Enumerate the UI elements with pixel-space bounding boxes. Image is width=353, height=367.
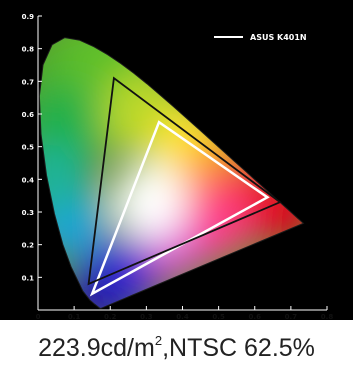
y-tick-label: 0.9 [22,13,35,21]
x-tick-label: 0.7 [285,313,298,320]
x-tick-label: 0.3 [140,313,153,320]
y-tick-label: 0.7 [22,78,35,86]
y-tick-label: 0.1 [22,274,35,282]
legend: ASUS K401N [214,33,307,42]
x-tick-label: 0.8 [321,313,334,320]
x-tick-label: 0.1 [68,313,81,320]
caption-gamut: ,NTSC 62.5% [162,334,315,362]
x-tick-label: 0.6 [249,313,262,320]
legend-label: ASUS K401N [250,33,307,42]
x-tick-label: 0.5 [212,313,225,320]
gamut-triangles [87,76,282,297]
y-tick-label: 0.8 [22,46,35,54]
y-tick-label: 0.6 [22,111,35,119]
x-tick-label: 0.4 [176,313,189,320]
axes: 0 0.1 0.2 0.3 0.4 0.5 0.6 0.7 0.8 0.1 0.2 0.3 0.4 0.5… [22,13,334,320]
cie-chart: 0 0.1 0.2 0.3 0.4 0.5 0.6 0.7 0.8 0.1 0.2 0.3 0.4 0.5… [0,0,353,320]
y-tick-label: 0.3 [22,209,35,217]
x-tick-label: 0 [36,313,41,320]
caption-brightness: 223.9cd/m [38,334,155,362]
y-tick-label: 0.4 [22,176,35,184]
y-tick-label: 0.2 [22,242,35,250]
y-tick-label: 0.5 [22,144,35,152]
caption-exponent: 2 [154,333,163,348]
spectral-locus [38,37,305,309]
chart-svg: 0 0.1 0.2 0.3 0.4 0.5 0.6 0.7 0.8 0.1 0.2 0.3 0.4 0.5… [0,0,353,320]
x-tick-label: 0.2 [104,313,117,320]
gamut-triangle-reference [87,76,282,286]
chart-caption: 223.9cd/m2,NTSC 62.5% [0,322,353,362]
